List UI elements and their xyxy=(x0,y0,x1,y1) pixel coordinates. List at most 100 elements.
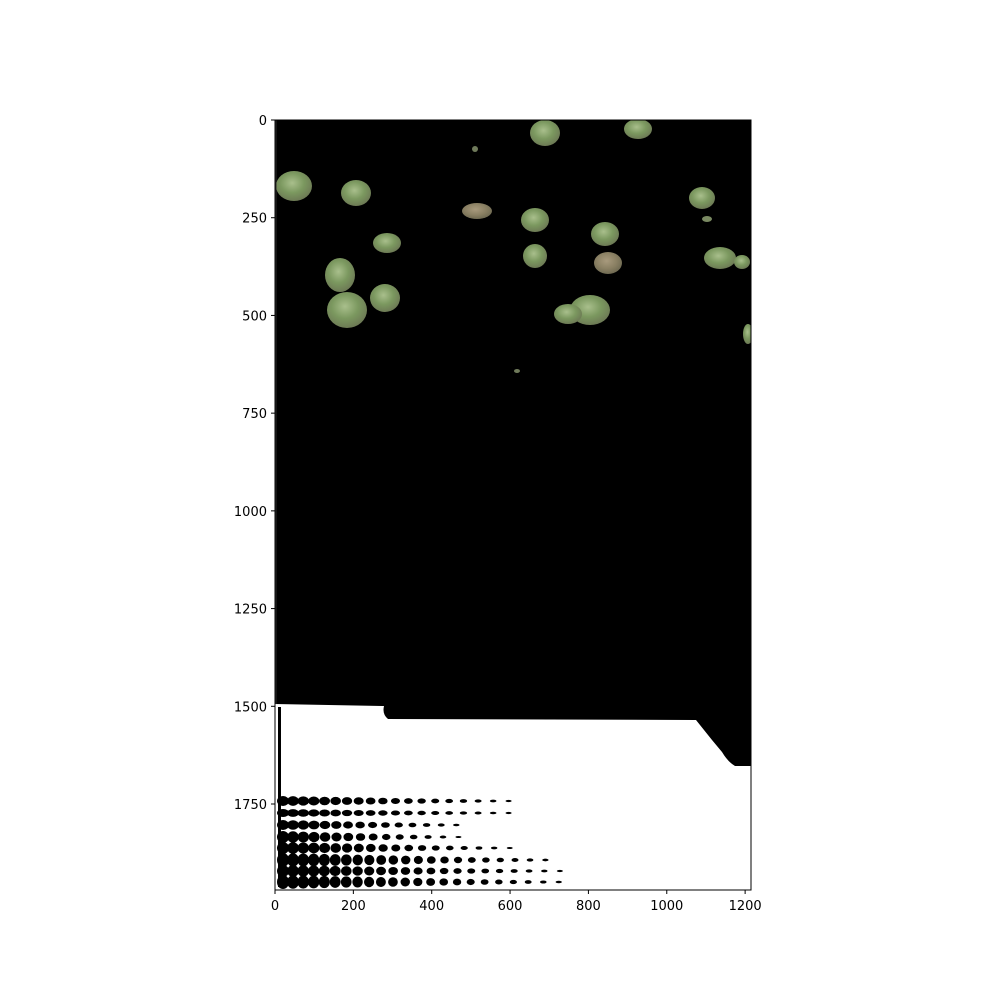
tree-canopy xyxy=(325,258,355,292)
artifact-dot xyxy=(341,797,353,805)
artifact-dot xyxy=(330,843,342,853)
tree-canopy xyxy=(341,180,371,206)
artifact-dot xyxy=(319,842,331,854)
artifact-dot xyxy=(467,857,476,863)
artifact-dot xyxy=(364,866,375,876)
artifact-dot xyxy=(467,868,476,874)
artifact-dot xyxy=(340,876,352,888)
artifact-dot xyxy=(353,843,364,853)
artifact-dot xyxy=(496,857,504,863)
artifact-dot xyxy=(352,866,363,876)
artifact-dot xyxy=(353,809,364,817)
artifact-dot xyxy=(426,856,436,864)
artifact-dot xyxy=(277,809,289,817)
artifact-dot xyxy=(506,846,513,850)
artifact-dot xyxy=(365,810,376,816)
artifact-dot xyxy=(422,823,431,827)
artifact-dot xyxy=(297,796,309,806)
tree-canopy xyxy=(743,324,751,344)
y-tick-label: 500 xyxy=(242,309,267,324)
artifact-dot xyxy=(297,875,309,889)
artifact-dot xyxy=(297,809,309,817)
x-tick-label: 200 xyxy=(341,899,366,914)
artifact-dot xyxy=(466,878,475,886)
artifact-dot xyxy=(526,858,534,862)
y-tick-label: 0 xyxy=(259,114,267,129)
artifact-dot xyxy=(474,811,482,815)
artifact-dot xyxy=(287,853,299,867)
y-tick-label: 1250 xyxy=(234,603,267,618)
artifact-dot xyxy=(390,797,401,805)
tree-canopy xyxy=(514,369,520,373)
artifact-dot xyxy=(417,810,426,816)
artifact-dot xyxy=(353,797,364,805)
artifact-dot xyxy=(318,875,330,889)
artifact-dot xyxy=(440,856,449,864)
artifact-dot xyxy=(391,844,401,852)
artifact-dot xyxy=(378,797,388,805)
axes-frame xyxy=(274,119,752,891)
artifact-dot xyxy=(375,877,386,887)
tree-canopy xyxy=(462,203,492,219)
artifact-dot xyxy=(352,876,363,888)
artifact-dot xyxy=(413,877,423,887)
artifact-dot xyxy=(329,865,341,877)
artifact-dot xyxy=(297,865,309,877)
artifact-dot xyxy=(365,843,376,853)
artifact-dot xyxy=(445,798,454,804)
artifact-dot xyxy=(388,855,399,865)
artifact-dot xyxy=(482,857,490,863)
artifact-dot xyxy=(331,821,342,829)
artifact-dot xyxy=(277,865,289,877)
bottom-artifact-pattern xyxy=(277,707,563,889)
artifact-dot xyxy=(297,820,309,830)
artifact-dot xyxy=(378,810,388,816)
artifact-dot xyxy=(489,799,497,803)
artifact-dot xyxy=(455,835,462,839)
artifact-dot xyxy=(452,878,462,886)
artifact-dot xyxy=(400,877,410,887)
artifact-dot xyxy=(287,796,299,806)
artifact-dot xyxy=(308,809,320,817)
artifact-dot xyxy=(308,796,320,806)
artifact-dot xyxy=(329,876,341,888)
artifact-dot xyxy=(505,811,512,815)
artifact-dot xyxy=(340,866,352,876)
artifact-dot xyxy=(381,822,390,828)
artifact-dot xyxy=(459,811,468,815)
tree-canopy xyxy=(373,233,401,253)
artifact-dot xyxy=(426,878,436,886)
artifact-dot xyxy=(355,821,365,829)
artifact-dot xyxy=(307,875,320,889)
artifact-dot xyxy=(308,831,320,843)
artifact-dot xyxy=(542,858,549,862)
artifact-dot xyxy=(277,796,289,806)
artifact-dot xyxy=(413,855,423,865)
image-area xyxy=(275,120,751,890)
y-tick-label: 1750 xyxy=(234,798,267,813)
artifact-dot xyxy=(319,820,331,830)
black-mask-region xyxy=(275,120,751,766)
artifact-dot xyxy=(459,799,468,803)
artifact-dot xyxy=(490,846,498,850)
artifact-dot xyxy=(509,879,517,885)
artifact-dot xyxy=(556,869,563,873)
artifact-dot xyxy=(390,810,401,816)
artifact-dot xyxy=(445,811,454,815)
artifact-dot xyxy=(378,844,388,852)
artifact-dot xyxy=(307,853,320,867)
artifact-dot xyxy=(439,878,449,886)
artifact-dot xyxy=(408,822,417,828)
artifact-dot xyxy=(376,855,387,865)
artifact-dot xyxy=(277,853,289,867)
artifact-dot xyxy=(505,799,512,803)
artifact-dot xyxy=(495,868,504,874)
artifact-dot xyxy=(395,834,404,840)
artifact-dot xyxy=(453,868,462,874)
artifact-dot xyxy=(388,877,398,887)
artifact-dot xyxy=(319,796,331,806)
artifact-dot xyxy=(400,867,411,875)
artifact-dot xyxy=(287,831,299,843)
artifact-dot xyxy=(439,867,449,875)
artifact-dot xyxy=(431,798,440,804)
